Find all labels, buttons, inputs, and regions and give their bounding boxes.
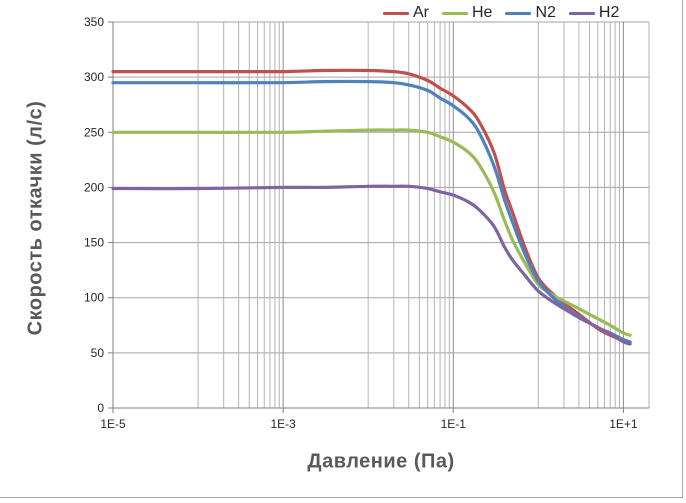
legend-swatch-He xyxy=(442,11,468,15)
legend-item-N2: N2 xyxy=(505,4,556,21)
y-tick-label: 200 xyxy=(84,180,104,194)
x-tick-label: 1E+1 xyxy=(609,417,638,431)
series-line-He xyxy=(111,128,632,337)
legend-label: N2 xyxy=(535,4,556,21)
y-tick-label: 100 xyxy=(84,291,104,305)
legend-item-He: He xyxy=(442,5,492,21)
y-tick-label: 350 xyxy=(84,15,104,29)
x-tick-label: 1E-1 xyxy=(441,417,467,431)
y-tick-label: 300 xyxy=(84,70,104,84)
legend-label: He xyxy=(472,4,493,21)
series-line-H2 xyxy=(111,184,632,346)
y-tick-label: 0 xyxy=(97,401,104,415)
legend-label: H2 xyxy=(598,4,620,21)
y-tick-label: 250 xyxy=(84,125,104,139)
legend: Ar He N2 H2 xyxy=(383,5,619,21)
legend-label: Ar xyxy=(413,4,429,21)
legend-swatch-N2 xyxy=(505,11,532,15)
series-line-Ar xyxy=(111,68,632,345)
x-tick-label: 1E-5 xyxy=(100,417,126,431)
y-tick-label: 150 xyxy=(84,236,104,250)
x-axis-title: Давление (Па) xyxy=(307,450,455,473)
legend-item-Ar: Ar xyxy=(383,5,429,21)
legend-swatch-H2 xyxy=(568,11,595,15)
legend-item-H2: H2 xyxy=(568,4,620,21)
legend-swatch-Ar xyxy=(383,11,409,15)
y-axis-title: Скорость откачки (л/с) xyxy=(24,100,47,336)
y-tick-label: 50 xyxy=(91,346,105,360)
x-tick-label: 1E-3 xyxy=(270,417,296,431)
